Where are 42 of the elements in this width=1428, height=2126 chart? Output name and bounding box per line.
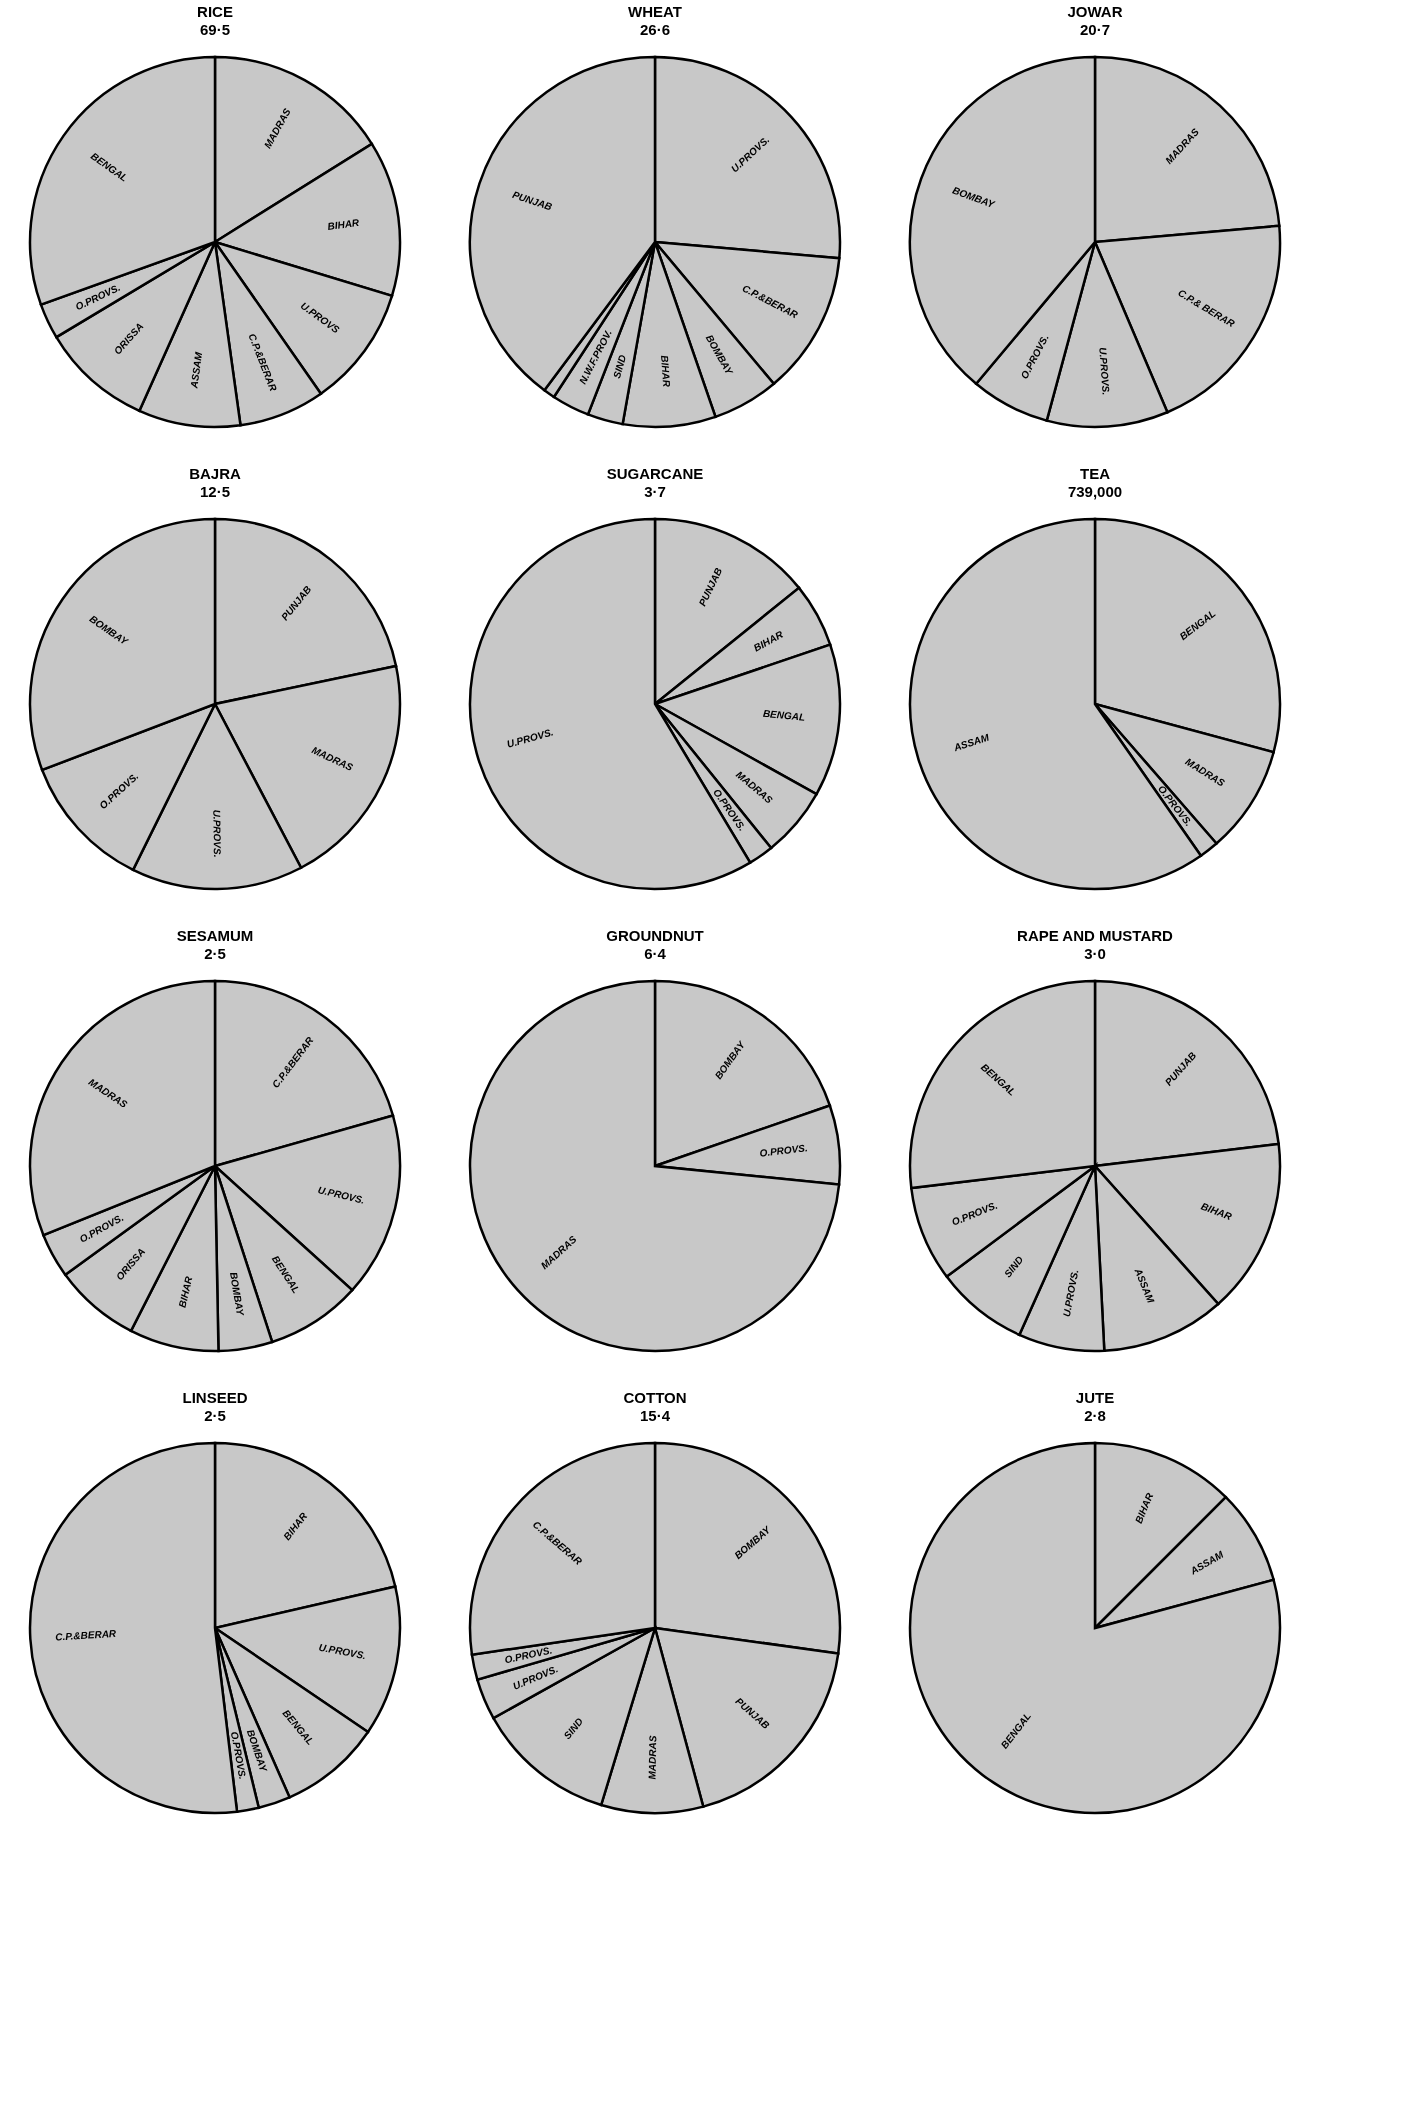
pie-slice: [908, 1441, 1282, 1815]
slice-label: ASSAM: [188, 350, 205, 390]
chart-subtitle: 739,000: [1067, 483, 1123, 500]
chart-subtitle: 12·5: [199, 483, 231, 500]
chart-subtitle: 20·7: [1079, 21, 1111, 38]
chart-title: TEA: [1080, 465, 1111, 482]
chart-title: RAPE AND MUSTARD: [1017, 927, 1174, 944]
slice-label: BOMBAY: [227, 1271, 247, 1318]
chart-title: JUTE: [1075, 1389, 1115, 1406]
chart-subtitle: 3·0: [1084, 945, 1106, 962]
chart-title: LINSEED: [182, 1389, 248, 1406]
chart-title: WHEAT: [628, 3, 682, 20]
chart-subtitle: 6·4: [644, 945, 667, 962]
chart-subtitle: 15·4: [639, 1407, 671, 1424]
chart-title: SESAMUM: [176, 927, 254, 944]
slice-label: SIND: [611, 353, 629, 380]
slice-label: U.PROVS.: [1060, 1268, 1081, 1318]
slice-label: O.PROVS.: [758, 1142, 809, 1159]
chart-subtitle: 69·5: [199, 21, 231, 38]
chart-title: COTTON: [623, 1389, 687, 1406]
chart-title: JOWAR: [1067, 3, 1123, 20]
pie-slice: [468, 979, 841, 1352]
slice-label: C.P.&BERAR: [54, 1627, 118, 1643]
slice-label: BENGAL: [762, 707, 806, 723]
slice-label: O.PROVS.: [503, 1644, 554, 1666]
chart-subtitle: 2·5: [204, 945, 226, 962]
chart-title: SUGARCANE: [606, 465, 704, 482]
chart-title: GROUNDNUT: [606, 927, 704, 944]
slice-label: U.PROVS.: [211, 809, 223, 858]
slice-label: U.PROVS.: [317, 1641, 367, 1662]
slice-label: U.PROVS.: [1097, 346, 1112, 396]
slice-label: BIHAR: [326, 216, 361, 232]
chart-subtitle: 3·7: [644, 483, 666, 500]
slice-label: BIHAR: [176, 1274, 195, 1309]
chart-title: RICE: [197, 3, 233, 20]
chart-subtitle: 2·5: [204, 1407, 226, 1424]
chart-subtitle: 2·8: [1084, 1407, 1106, 1424]
chart-title: BAJRA: [189, 465, 241, 482]
chart-subtitle: 26·6: [639, 21, 671, 38]
slice-label: BIHAR: [1199, 1200, 1234, 1223]
slice-label: MADRAS: [646, 1735, 659, 1780]
slice-label: BIHAR: [658, 354, 673, 389]
